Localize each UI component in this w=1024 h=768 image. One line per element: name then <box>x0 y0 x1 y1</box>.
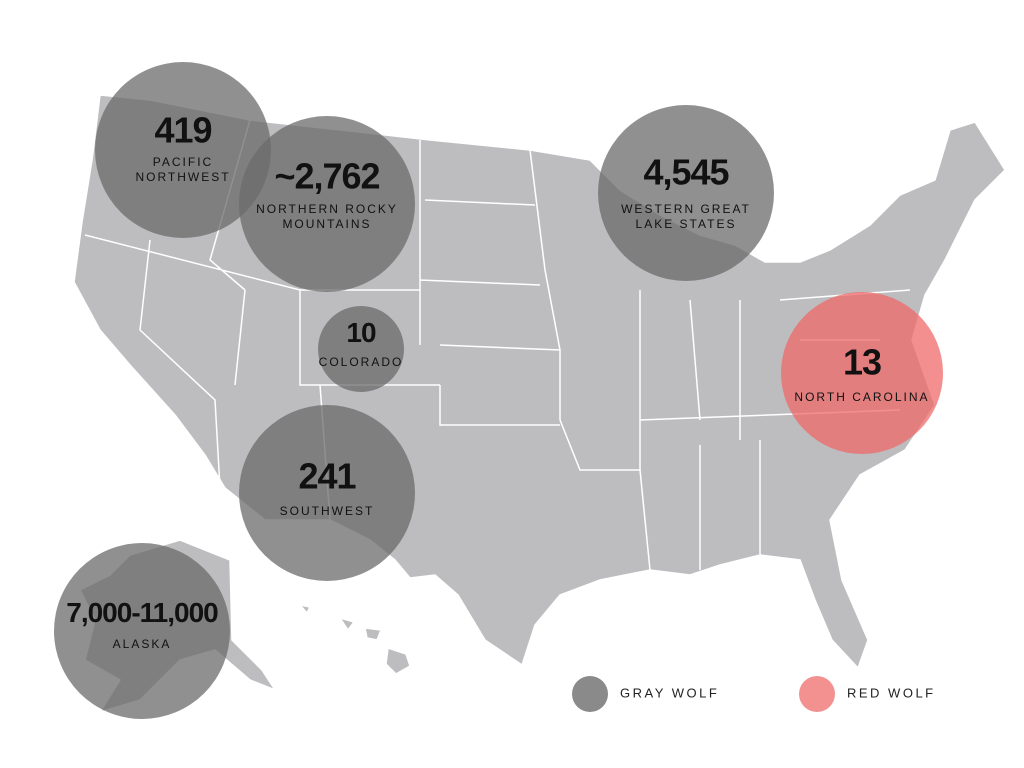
region-name: COLORADO <box>319 355 404 369</box>
region-bubble <box>318 306 404 392</box>
region-name: SOUTHWEST <box>280 504 375 518</box>
region-bubble <box>781 292 943 454</box>
region-count: 10 <box>346 317 376 348</box>
region-name: NORTH CAROLINA <box>794 390 929 404</box>
region-name: LAKE STATES <box>636 217 737 231</box>
region-bubble <box>239 116 415 292</box>
region-name: ALASKA <box>113 637 172 651</box>
region-name: NORTHERN ROCKY <box>256 202 398 216</box>
region-bubble <box>95 62 271 238</box>
legend-swatch <box>799 676 835 712</box>
legend-swatch <box>572 676 608 712</box>
region-count: 241 <box>298 456 356 497</box>
region-bubble <box>54 543 230 719</box>
legend-label: GRAY WOLF <box>620 685 719 700</box>
region-name: PACIFIC <box>153 155 213 169</box>
region-name: NORTHWEST <box>135 170 230 184</box>
region-count: 4,545 <box>643 152 729 193</box>
region-count: ~2,762 <box>274 156 379 197</box>
region-count: 7,000-11,000 <box>66 597 218 628</box>
region-count: 13 <box>843 342 881 383</box>
legend-label: RED WOLF <box>847 685 936 700</box>
region-bubble <box>239 405 415 581</box>
region-name: WESTERN GREAT <box>621 202 751 216</box>
hawaii <box>297 603 411 675</box>
region-count: 419 <box>154 110 211 151</box>
region-name: MOUNTAINS <box>282 217 371 231</box>
region-bubble <box>598 105 774 281</box>
legend: GRAY WOLF RED WOLF <box>572 676 936 712</box>
